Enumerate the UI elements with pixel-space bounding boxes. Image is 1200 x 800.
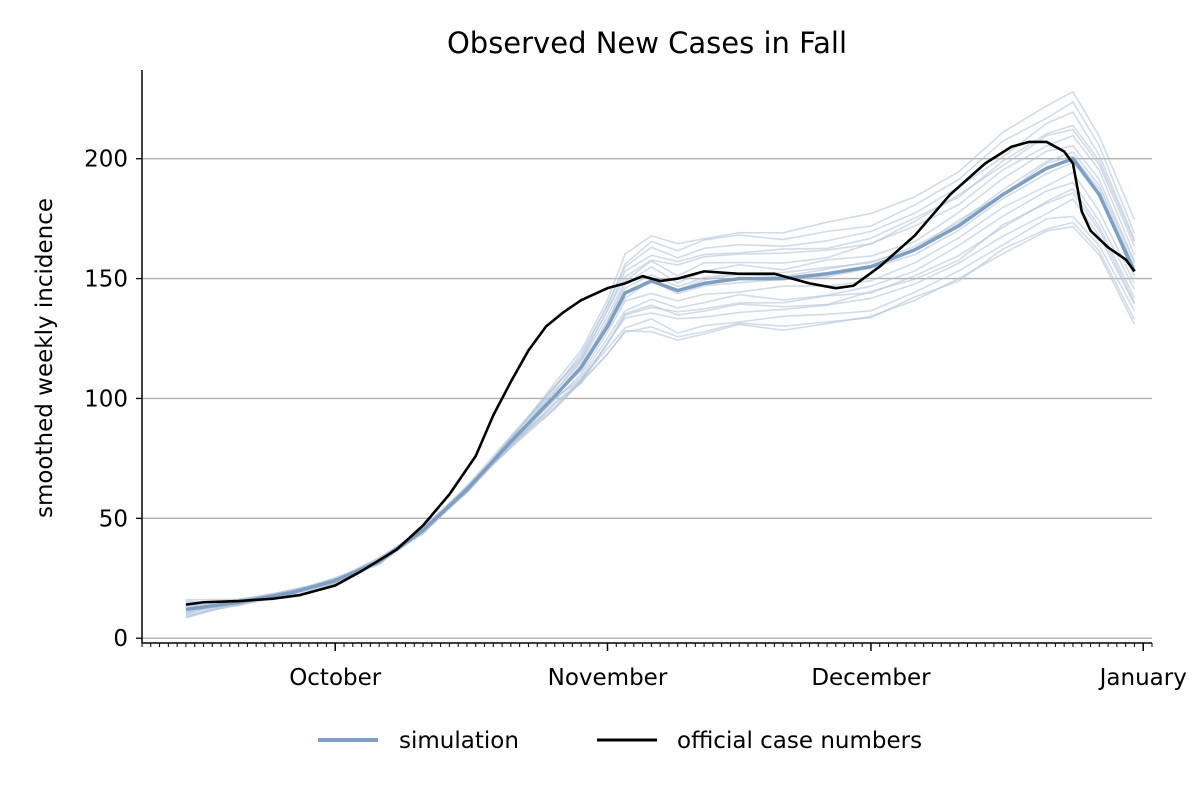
- y-tick-label: 50: [99, 506, 128, 532]
- legend-label-simulation: simulation: [399, 728, 519, 754]
- x-tick-label: October: [289, 665, 382, 691]
- y-tick-label: 150: [84, 267, 128, 293]
- legend-label-official: official case numbers: [677, 728, 922, 754]
- x-tick-label: November: [548, 665, 668, 691]
- y-tick-label: 0: [113, 626, 128, 652]
- axes: [141, 70, 1152, 644]
- series-lines: [185, 140, 1137, 612]
- legend: simulation official case numbers: [318, 728, 922, 754]
- y-tick-label: 100: [84, 386, 128, 412]
- simulation-run-line: [185, 215, 1136, 611]
- x-tick-label: December: [811, 665, 931, 691]
- simulation-run-line: [185, 111, 1136, 615]
- simulation-run-line: [185, 155, 1136, 616]
- chart-title: Observed New Cases in Fall: [447, 26, 847, 60]
- simulation-runs: [185, 90, 1136, 619]
- x-tick-label: January: [1098, 665, 1187, 691]
- simulation-run-line: [185, 151, 1136, 601]
- simulation-run-line: [185, 90, 1136, 607]
- y-axis-label: smoothed weekly incidence: [32, 198, 58, 518]
- simulation-run-line: [185, 134, 1136, 608]
- y-ticks: 0 50 100 150 200: [84, 147, 142, 652]
- official-cases-line: [185, 140, 1136, 606]
- gridlines: [142, 158, 1152, 639]
- x-ticks: October November December January: [141, 643, 1187, 691]
- y-tick-label: 200: [84, 147, 128, 173]
- simulation-mean-line: [185, 156, 1137, 612]
- simulation-run-line: [185, 161, 1136, 605]
- simulation-run-line: [185, 181, 1136, 613]
